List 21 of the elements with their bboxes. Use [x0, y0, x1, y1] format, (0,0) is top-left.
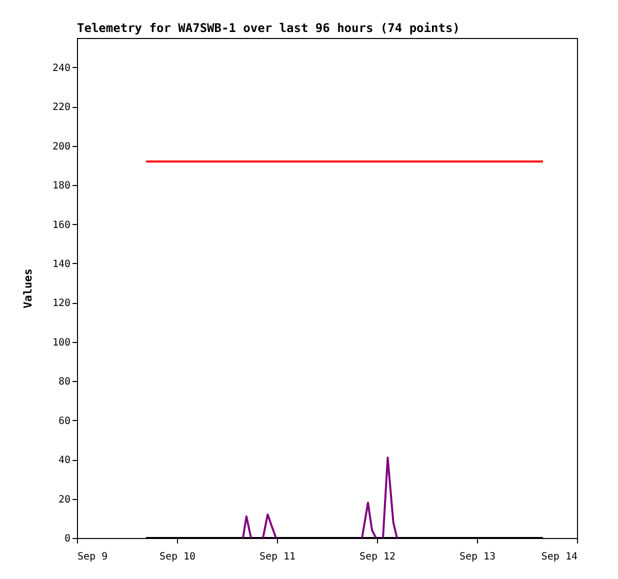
y-tick-label: 60: [58, 416, 70, 427]
y-tick-label: 40: [58, 455, 70, 466]
x-tick-label: Sep 12: [359, 552, 396, 562]
y-tick-label: 160: [52, 220, 70, 231]
y-tick-label: 220: [52, 102, 70, 114]
y-tick-label: 200: [52, 141, 70, 152]
y-tick-label: 100: [52, 337, 70, 348]
y-tick-label: 0: [64, 534, 70, 544]
x-tick-label: Sep 10: [159, 552, 196, 562]
y-tick-label: 120: [52, 298, 70, 310]
y-tick-label: 80: [58, 376, 70, 388]
chart-title: Telemetry for WA7SWB-1 over last 96 hours (74 points): [77, 21, 460, 35]
x-tick-label: Sep 14: [541, 552, 578, 562]
y-axis-title: Values: [22, 268, 34, 308]
y-tick-label: 20: [58, 494, 70, 506]
y-tick-label: 240: [52, 62, 70, 74]
x-tick-label: Sep 9: [78, 552, 108, 562]
x-tick-label: Sep 11: [259, 552, 296, 562]
y-tick-label: 140: [52, 258, 70, 270]
y-tick-label: 180: [52, 180, 70, 192]
x-tick-label: Sep 13: [459, 552, 496, 562]
